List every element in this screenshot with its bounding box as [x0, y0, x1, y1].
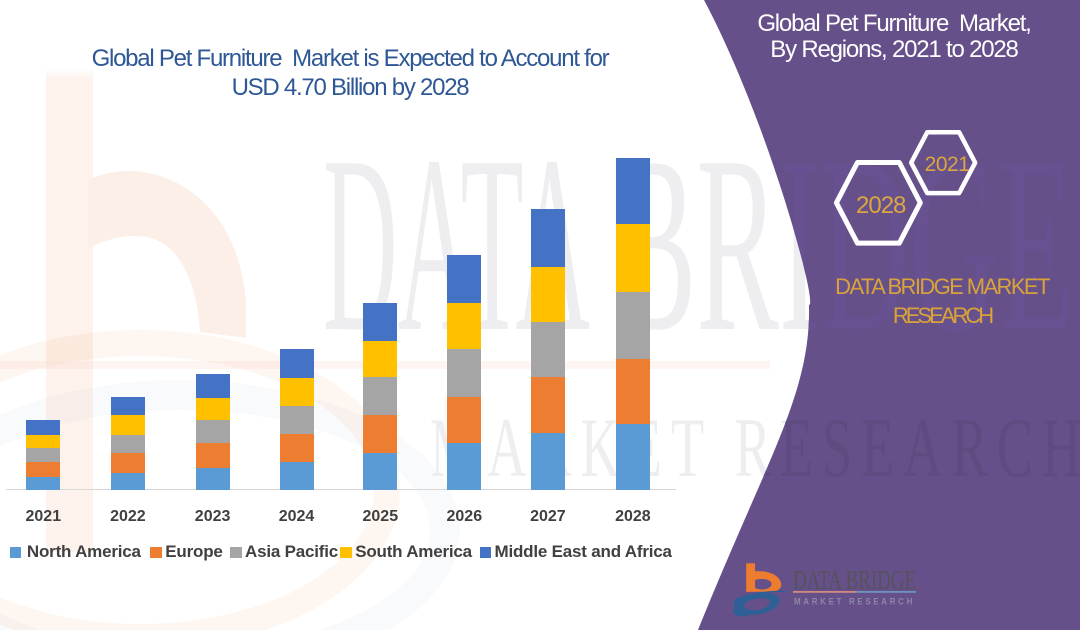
svg-text:MARKET RESEARCH: MARKET RESEARCH — [794, 597, 915, 607]
svg-text:DATA BRIDGE: DATA BRIDGE — [793, 565, 916, 595]
